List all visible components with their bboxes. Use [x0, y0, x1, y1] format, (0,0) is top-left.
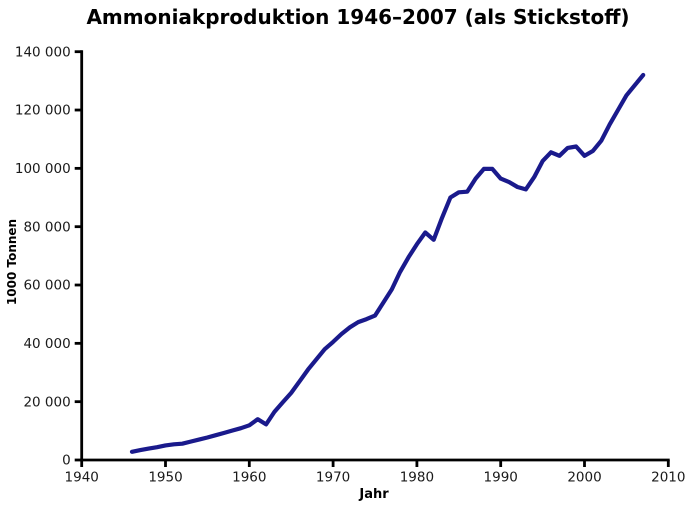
y-tick-label: 20 000	[23, 394, 70, 410]
x-tick-label: 1940	[65, 470, 99, 486]
x-axis-title: Jahr	[359, 487, 389, 502]
x-tick-label: 1970	[316, 470, 350, 486]
x-tick-label: 1980	[400, 470, 434, 486]
y-tick-label: 140 000	[15, 44, 71, 60]
x-tick-label: 1990	[484, 470, 518, 486]
y-tick-label: 0	[62, 453, 71, 469]
y-tick-label: 40 000	[23, 336, 70, 352]
x-tick-label: 2010	[651, 470, 685, 486]
production-line	[129, 72, 646, 454]
chart-title: Ammoniakproduktion 1946–2007 (als Sticks…	[86, 5, 630, 29]
x-tick-label: 1950	[148, 470, 182, 486]
x-tick-label: 2000	[567, 470, 601, 486]
y-tick-label: 60 000	[23, 278, 70, 294]
y-tick-label: 100 000	[15, 161, 71, 177]
x-tick-label: 1960	[232, 470, 266, 486]
y-tick-label: 120 000	[15, 103, 71, 119]
y-tick-label: 80 000	[23, 219, 70, 235]
